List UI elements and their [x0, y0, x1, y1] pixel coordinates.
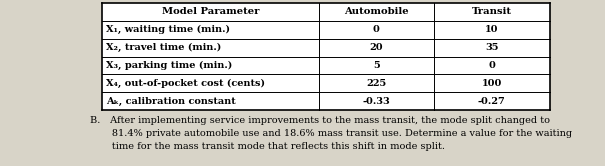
Text: 10: 10 [485, 25, 499, 34]
Text: 225: 225 [366, 79, 387, 88]
Text: Automobile: Automobile [344, 7, 409, 16]
Text: X₁, waiting time (min.): X₁, waiting time (min.) [106, 25, 230, 34]
Text: X₂, travel time (min.): X₂, travel time (min.) [106, 43, 221, 52]
Text: Model Parameter: Model Parameter [162, 7, 260, 16]
Text: -0.33: -0.33 [362, 97, 390, 106]
Text: 0: 0 [488, 61, 495, 70]
Text: 0: 0 [373, 25, 380, 34]
Text: 20: 20 [370, 43, 383, 52]
Text: 35: 35 [485, 43, 499, 52]
Text: 100: 100 [482, 79, 502, 88]
Text: Aₖ, calibration constant: Aₖ, calibration constant [106, 97, 236, 106]
Text: Transit: Transit [472, 7, 512, 16]
Text: -0.27: -0.27 [478, 97, 506, 106]
Text: 5: 5 [373, 61, 380, 70]
Bar [102, 3, 550, 110]
Text: X₄, out-of-pocket cost (cents): X₄, out-of-pocket cost (cents) [106, 79, 265, 88]
Text: X₃, parking time (min.): X₃, parking time (min.) [106, 61, 232, 70]
Text: B. After implementing service improvements to the mass transit, the mode split c: B. After implementing service improvemen… [90, 116, 572, 151]
